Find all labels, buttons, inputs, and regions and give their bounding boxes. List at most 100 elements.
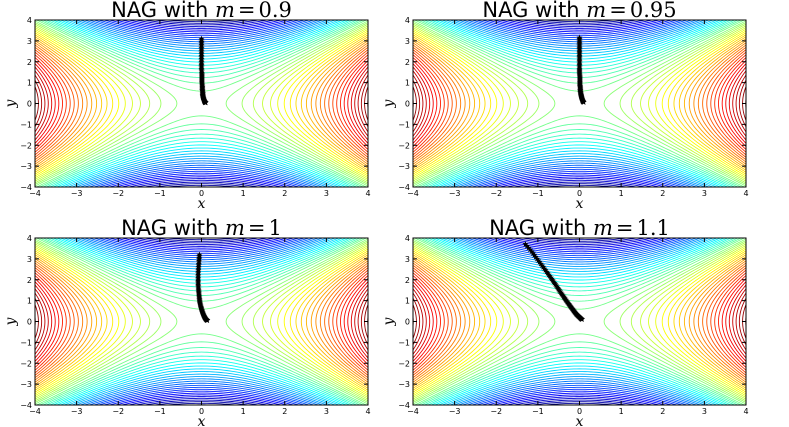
y-tick-label: 0 [405,318,410,327]
contour-line [289,32,368,175]
trajectory-point [545,271,552,278]
contour-line [340,274,368,369]
contour-line [480,388,679,405]
x-tick-label: −1 [154,189,166,198]
contour-line [42,129,361,187]
y-tick-label: −3 [398,380,410,389]
y-tick-label: −1 [398,120,410,129]
y-tick-label: −1 [398,338,410,347]
y-tick-label: −4 [398,401,410,410]
contour-line [445,238,714,272]
trajectory [195,251,211,324]
y-tick-label: −4 [20,401,32,410]
contour-line [661,248,746,395]
x-axis-label: x [576,196,584,212]
contour-line [48,355,355,405]
contour-line [619,240,746,403]
contour-line [35,62,56,145]
contour-line [413,254,481,389]
contour-line [52,359,351,405]
contour-line [295,252,368,391]
y-tick-label: 2 [405,276,410,285]
contour-line [426,355,733,405]
contour-line [48,238,355,288]
contour-line [70,155,333,187]
contour-line [305,38,368,169]
x-tick-label: −2 [490,189,502,198]
contour-line [35,272,67,371]
contour-line [59,147,344,187]
contour-line [35,40,93,167]
trajectory-point [554,284,561,291]
trajectory-point [522,241,529,247]
y-tick-label: 2 [27,58,32,67]
x-tick-label: −1 [532,407,544,416]
contour-line [430,238,729,284]
contour-line [319,44,368,163]
contour-line [475,168,684,187]
x-tick-label: −2 [112,189,124,198]
contour-line [35,284,53,359]
contour-line [714,272,746,371]
contour-line [83,238,320,263]
y-tick-label: −2 [398,359,410,368]
contour-line [697,44,746,163]
contour-line [35,54,67,153]
contour-line [315,260,368,383]
contour-line [59,238,344,278]
y-tick-label: 3 [405,37,410,46]
contour-line [42,238,361,296]
contour-line [491,174,668,187]
contour-line [35,277,60,366]
contour-line [742,303,746,340]
contour-line [728,284,746,359]
contour-line [35,74,46,133]
contour-line [70,373,333,405]
trajectory-point [549,277,556,283]
x-tick-label: 1 [619,407,624,416]
contour-line [35,34,108,173]
contour-line [648,27,746,180]
contour-line [498,238,661,249]
contour-line [437,365,722,405]
contour-line [413,288,427,355]
trajectory-point [553,283,561,290]
contour-line [520,181,639,187]
contour-line [283,30,368,177]
contour-line [693,42,746,165]
trajectory-point [529,250,537,256]
contour-line [79,238,324,265]
y-tick-label: −2 [20,359,32,368]
trajectory-point [531,252,538,258]
contour-line [45,351,358,405]
contour-line [619,22,746,185]
x-tick-label: −1 [532,189,544,198]
contour-line [413,54,445,153]
contour-line [75,376,328,405]
contour-line [673,252,746,391]
contour-line [413,56,441,151]
contour-line [262,243,368,400]
contour-line [437,147,722,187]
contour-line [714,54,746,153]
contour-line [108,172,295,187]
trajectory-point [537,260,544,267]
y-tick-label: 4 [405,234,410,243]
x-tick-label: 2 [660,189,665,198]
contour-line [113,174,290,187]
contour-line [277,28,368,179]
contour-line [498,20,661,31]
contour-line [413,22,540,185]
contour-line [310,258,368,385]
trajectory-point [527,246,534,253]
plot-frame [412,237,747,406]
contour-line [70,238,333,270]
contour-line [413,66,431,141]
contour-line [640,243,746,400]
contour-line [413,44,462,163]
y-tick-label: −1 [20,338,32,347]
contour-line [445,371,714,405]
contour-line [35,248,120,395]
contour-line [630,23,746,184]
